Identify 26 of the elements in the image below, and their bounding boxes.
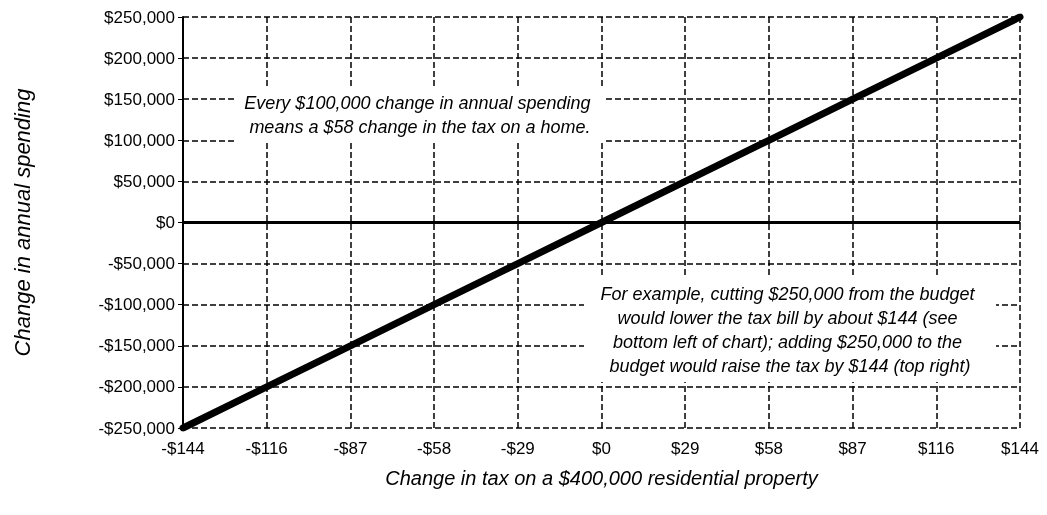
y-tick-label: $150,000 xyxy=(104,89,175,109)
x-tick-label: -$87 xyxy=(333,439,368,458)
x-tick-label: -$58 xyxy=(417,439,452,458)
y-tick-label: -$100,000 xyxy=(98,295,175,315)
y-tick-label: -$200,000 xyxy=(98,377,175,397)
y-tick-label: $200,000 xyxy=(104,48,175,68)
y-axis-title: Change in annual spending xyxy=(9,87,35,357)
y-tick-label: -$50,000 xyxy=(107,254,175,274)
y-tick-label: $50,000 xyxy=(113,171,175,191)
x-axis-title: Change in tax on a $400,000 residential property xyxy=(385,467,819,489)
x-tick-label: $87 xyxy=(838,439,867,458)
y-tick-label: -$150,000 xyxy=(98,336,175,356)
x-tick-label: $58 xyxy=(754,439,784,458)
x-tick-label: -$144 xyxy=(161,439,205,458)
x-tick-label: $29 xyxy=(671,439,700,458)
annotation: For example, cutting $250,000 from the budget would lower the tax bill by about $144 (see bottom left of chart); adding $250,000 to the budget would raise the tax by $144 (top right) xyxy=(600,284,980,376)
y-tick-label: $250,000 xyxy=(104,7,175,27)
x-tick-label: $0 xyxy=(592,439,611,458)
x-tick-label: $144 xyxy=(1001,439,1039,458)
y-tick-label: -$250,000 xyxy=(98,418,175,438)
y-tick-label: $0 xyxy=(156,213,175,232)
x-tick-label: -$29 xyxy=(500,439,535,458)
x-tick-label: $116 xyxy=(918,439,955,458)
y-tick-label: $100,000 xyxy=(104,130,175,150)
annotation: Every $100,000 change in annual spending means a $58 change in the tax on a home. xyxy=(244,93,596,137)
x-tick-label: -$116 xyxy=(245,439,288,458)
